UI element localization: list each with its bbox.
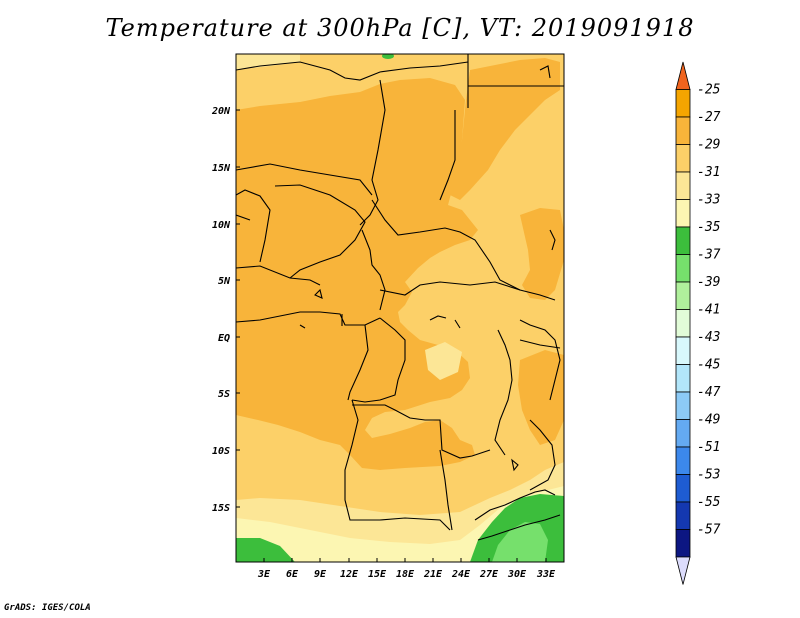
lat-label-15n: 15N [212, 163, 231, 174]
colorbar-box [675, 116, 691, 145]
chart-title: Temperature at 300hPa [C], VT: 201909191… [105, 14, 695, 42]
colorbar-box [675, 309, 691, 338]
lat-label-10s: 10S [212, 446, 230, 457]
lat-label-5s: 5S [218, 389, 230, 400]
colorbar-label: -37 [697, 248, 721, 263]
colorbar-labels: -25 -27 -29 -31 -33 -35 -37 -39 -41 -43 -45 -47 -49 -… [697, 83, 721, 538]
colorbar-box [675, 199, 691, 228]
temperature-region-warm-south-east [518, 350, 564, 445]
colorbar-label: -55 [697, 495, 721, 510]
colorbar-triangle-top [675, 61, 691, 90]
lat-label-20n: 20N [211, 106, 231, 117]
lon-label-12e: 12E [340, 569, 359, 580]
colorbar-box [675, 446, 691, 475]
colorbar-box [675, 529, 691, 558]
colorbar-label: -51 [697, 440, 720, 455]
lat-label-5n: 5N [218, 276, 231, 287]
temperature-region-warm-central-east [520, 208, 564, 300]
temperature-region-central-light [425, 342, 462, 380]
colorbar-label: -43 [697, 330, 720, 345]
colorbar-label: -27 [697, 110, 721, 125]
colorbar-label: -33 [697, 193, 720, 208]
temperature-region-warm-east [450, 58, 560, 200]
colorbar-box [675, 419, 691, 448]
colorbar-label: -53 [697, 468, 720, 483]
temperature-region-lightgreen-southeast [492, 522, 548, 562]
lon-label-21e: 21E [423, 569, 443, 580]
colorbar-box [675, 281, 691, 310]
lat-label-10n: 10N [212, 220, 231, 231]
temperature-region-green-southwest [236, 538, 295, 562]
colorbar: -25 -27 -29 -31 -33 -35 -37 -39 -41 -43 -45 -47 -49 -… [675, 61, 721, 585]
colorbar-label: -47 [697, 385, 721, 400]
lon-label-24e: 24E [451, 569, 471, 580]
colorbar-box [675, 144, 691, 173]
colorbar-label: -31 [697, 165, 720, 180]
lon-label-3e: 3E [257, 569, 271, 580]
temperature-region-top-left [236, 54, 300, 70]
colorbar-box [675, 391, 691, 420]
longitude-ticks [263, 558, 547, 562]
temperature-region-green-top [382, 54, 394, 59]
map-frame [235, 53, 565, 563]
colorbar-label: -57 [697, 523, 721, 538]
country-borders [236, 54, 564, 541]
lon-label-18e: 18E [396, 569, 415, 580]
latitude-ticks [236, 109, 240, 508]
lat-label-15s: 15S [212, 503, 230, 514]
colorbar-box [675, 226, 691, 255]
colorbar-label: -29 [697, 138, 720, 153]
temperature-region-north-strip [236, 54, 470, 95]
temperature-region-warm-west [236, 78, 478, 470]
colorbar-label: -39 [697, 275, 720, 290]
colorbar-label: -41 [697, 303, 720, 318]
colorbar-box [675, 364, 691, 393]
map-panel [236, 54, 564, 562]
colorbar-label: -25 [697, 83, 721, 98]
lon-label-27e: 27E [479, 569, 499, 580]
colorbar-boxes [675, 61, 691, 585]
lon-label-30e: 30E [507, 569, 527, 580]
colorbar-triangle-bottom [675, 556, 691, 585]
colorbar-box [675, 171, 691, 200]
temperature-region-central-patch [412, 282, 470, 330]
lon-label-33e: 33E [536, 569, 556, 580]
lon-label-15e: 15E [368, 569, 387, 580]
colorbar-box [675, 254, 691, 283]
colorbar-box [675, 336, 691, 365]
lat-label-eq: EQ [218, 333, 230, 344]
colorbar-box [675, 89, 691, 118]
longitude-axis: 3E 6E 9E 12E 15E 18E 21E 24E 27E 30E 33E [257, 569, 556, 580]
lon-label-6e: 6E [286, 569, 299, 580]
colorbar-box [675, 474, 691, 503]
grads-credit: GrADS: IGES/COLA [4, 603, 91, 613]
colorbar-label: -35 [697, 220, 721, 235]
latitude-axis: 20N 15N 10N 5N EQ 5S 10S 15S [211, 106, 231, 514]
colorbar-label: -45 [697, 358, 721, 373]
lon-label-9e: 9E [314, 569, 327, 580]
colorbar-box [675, 501, 691, 530]
colorbar-label: -49 [697, 413, 720, 428]
